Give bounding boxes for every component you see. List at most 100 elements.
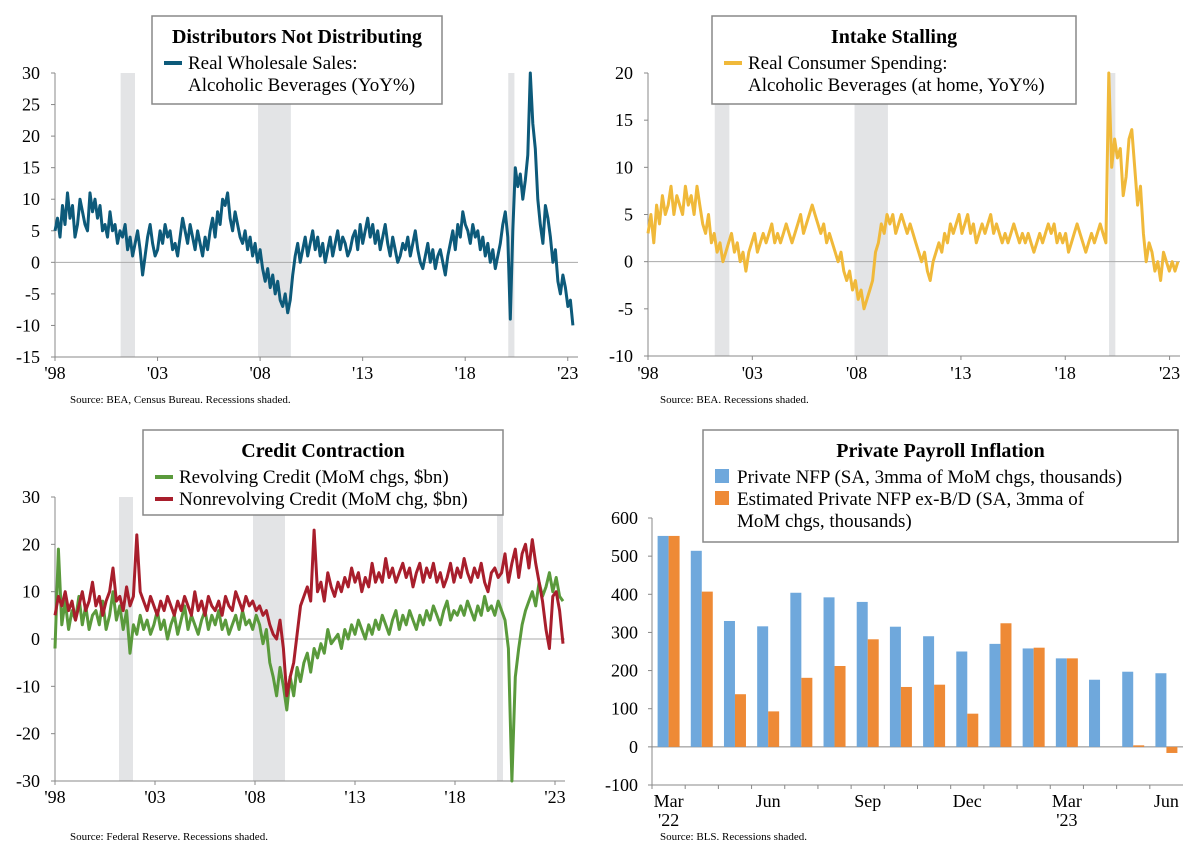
bar-ex-bd-1	[701, 591, 713, 747]
bar-private-nfp-15	[1155, 673, 1167, 747]
y-tick-label: -10	[16, 315, 40, 335]
x-tick-label: '23	[557, 363, 578, 383]
bar-private-nfp-9	[956, 651, 968, 747]
x-tick-label: '13	[352, 363, 373, 383]
bar-ex-bd-14	[1133, 745, 1145, 747]
y-tick-label: -30	[16, 771, 40, 791]
y-tick-label: 20	[615, 63, 633, 83]
x-tick-label: Sep	[854, 791, 881, 811]
legend-box	[702, 429, 1179, 543]
chart-title: Private Payroll Inflation	[836, 440, 1045, 462]
bar-private-nfp-2	[723, 620, 735, 747]
y-tick-label: 500	[611, 546, 638, 566]
bar-private-nfp-10	[989, 643, 1001, 747]
series-line-2	[53, 528, 565, 698]
x-tick-label: '08	[846, 363, 867, 383]
bar-private-nfp-1	[690, 550, 702, 747]
y-tick-label: 30	[22, 63, 40, 83]
recession-band	[1109, 73, 1116, 356]
legend-label: Private NFP (SA, 3mma of MoM chgs, thous…	[737, 467, 1122, 488]
source-note: Source: Federal Reserve. Recessions shad…	[70, 831, 268, 843]
legend-label: Alcoholic Beverages (YoY%)	[188, 75, 415, 96]
legend-label: Revolving Credit (MoM chgs, $bn)	[179, 467, 449, 488]
y-tick-label: 15	[22, 158, 40, 178]
x-tick-label: '13	[344, 787, 365, 807]
recession-band	[508, 73, 515, 357]
bar-ex-bd-6	[867, 639, 879, 747]
x-tick-label: '03	[742, 363, 763, 383]
x-tick-label: '98	[44, 363, 65, 383]
y-tick-label: 0	[31, 252, 40, 272]
x-tick-label: '08	[249, 363, 270, 383]
x-tick-label: '13	[950, 363, 971, 383]
y-tick-label: 0	[624, 252, 633, 272]
series-line-1	[646, 71, 1180, 311]
bar-ex-bd-12	[1066, 658, 1078, 747]
legend-label: Alcoholic Beverages (at home, YoY%)	[748, 75, 1045, 96]
series-line-1	[53, 71, 575, 326]
chart-title: Credit Contraction	[241, 440, 405, 462]
legend-swatch	[715, 469, 729, 483]
y-tick-label: -10	[609, 346, 633, 366]
x-tick-label: Jun	[756, 791, 781, 811]
y-tick-label: 5	[31, 221, 40, 241]
recession-band	[120, 73, 135, 357]
legend-label: MoM chgs, thousands)	[737, 511, 912, 532]
x-tick-label: Mar '23	[1052, 791, 1082, 830]
y-tick-label: -100	[605, 775, 638, 795]
y-tick-label: 200	[611, 661, 638, 681]
bar-ex-bd-8	[934, 684, 946, 747]
x-tick-label: '18	[455, 363, 476, 383]
y-tick-label: 5	[624, 205, 633, 225]
y-tick-label: 300	[611, 622, 638, 642]
y-tick-label: 25	[22, 95, 40, 115]
y-tick-label: 15	[615, 110, 633, 130]
bar-private-nfp-12	[1055, 658, 1067, 747]
bar-ex-bd-0	[668, 535, 680, 747]
bar-ex-bd-10	[1000, 623, 1012, 747]
y-tick-label: -20	[16, 724, 40, 744]
y-tick-label: 0	[629, 737, 638, 757]
legend-box	[711, 15, 1077, 105]
y-tick-label: 600	[611, 508, 638, 528]
bar-private-nfp-0	[657, 535, 669, 747]
bar-private-nfp-7	[889, 626, 901, 747]
x-tick-label: '98	[44, 787, 65, 807]
bar-ex-bd-15	[1166, 746, 1178, 753]
source-note: Source: BEA, Census Bureau. Recessions s…	[70, 394, 291, 406]
bar-ex-bd-3	[768, 711, 780, 747]
source-note: Source: BEA. Recessions shaded.	[660, 394, 809, 406]
y-tick-label: 20	[22, 534, 40, 554]
x-tick-label: Dec	[953, 791, 982, 811]
x-tick-label: Mar '22	[654, 791, 684, 830]
y-tick-label: 10	[22, 189, 40, 209]
x-tick-label: '18	[1055, 363, 1076, 383]
bar-private-nfp-6	[856, 601, 868, 747]
y-tick-label: -5	[618, 299, 633, 319]
chart-panel-4: 600 500 400 300 200 100 0 -100 Mar '22 Jun Sep Dec Ma…	[605, 429, 1183, 843]
y-tick-label: -10	[16, 676, 40, 696]
legend-label: Real Wholesale Sales:	[188, 53, 358, 74]
x-tick-label: '23	[544, 787, 565, 807]
legend-label: Estimated Private NFP ex-B/D (SA, 3mma o…	[737, 489, 1085, 510]
bar-private-nfp-3	[757, 626, 769, 747]
legend-box	[142, 429, 504, 516]
x-tick-label: '23	[1159, 363, 1180, 383]
bar-ex-bd-2	[734, 694, 746, 747]
bar-ex-bd-5	[834, 665, 846, 747]
chart-panel-3: 30 20 10 0 -10 -20 -30'98 '03 '08 '13 '18 '23 Credit…	[16, 429, 566, 843]
bar-private-nfp-5	[823, 597, 835, 747]
bar-ex-bd-7	[900, 686, 912, 747]
y-tick-label: 10	[22, 582, 40, 602]
bar-ex-bd-11	[1033, 647, 1045, 747]
x-tick-label: '98	[637, 363, 658, 383]
legend-label: Nonrevolving Credit (MoM chg, $bn)	[179, 489, 468, 510]
y-tick-label: -15	[16, 347, 40, 367]
bar-private-nfp-4	[790, 592, 802, 747]
y-tick-label: 100	[611, 699, 638, 719]
x-tick-label: '03	[144, 787, 165, 807]
chart-title: Distributors Not Distributing	[172, 26, 422, 48]
y-tick-label: 0	[31, 629, 40, 649]
chart-panel-1: 30 25 20 15 10 5 0 -5 -10 -15'98 '03 '08 '13 '18 '23 Di…	[16, 15, 578, 406]
